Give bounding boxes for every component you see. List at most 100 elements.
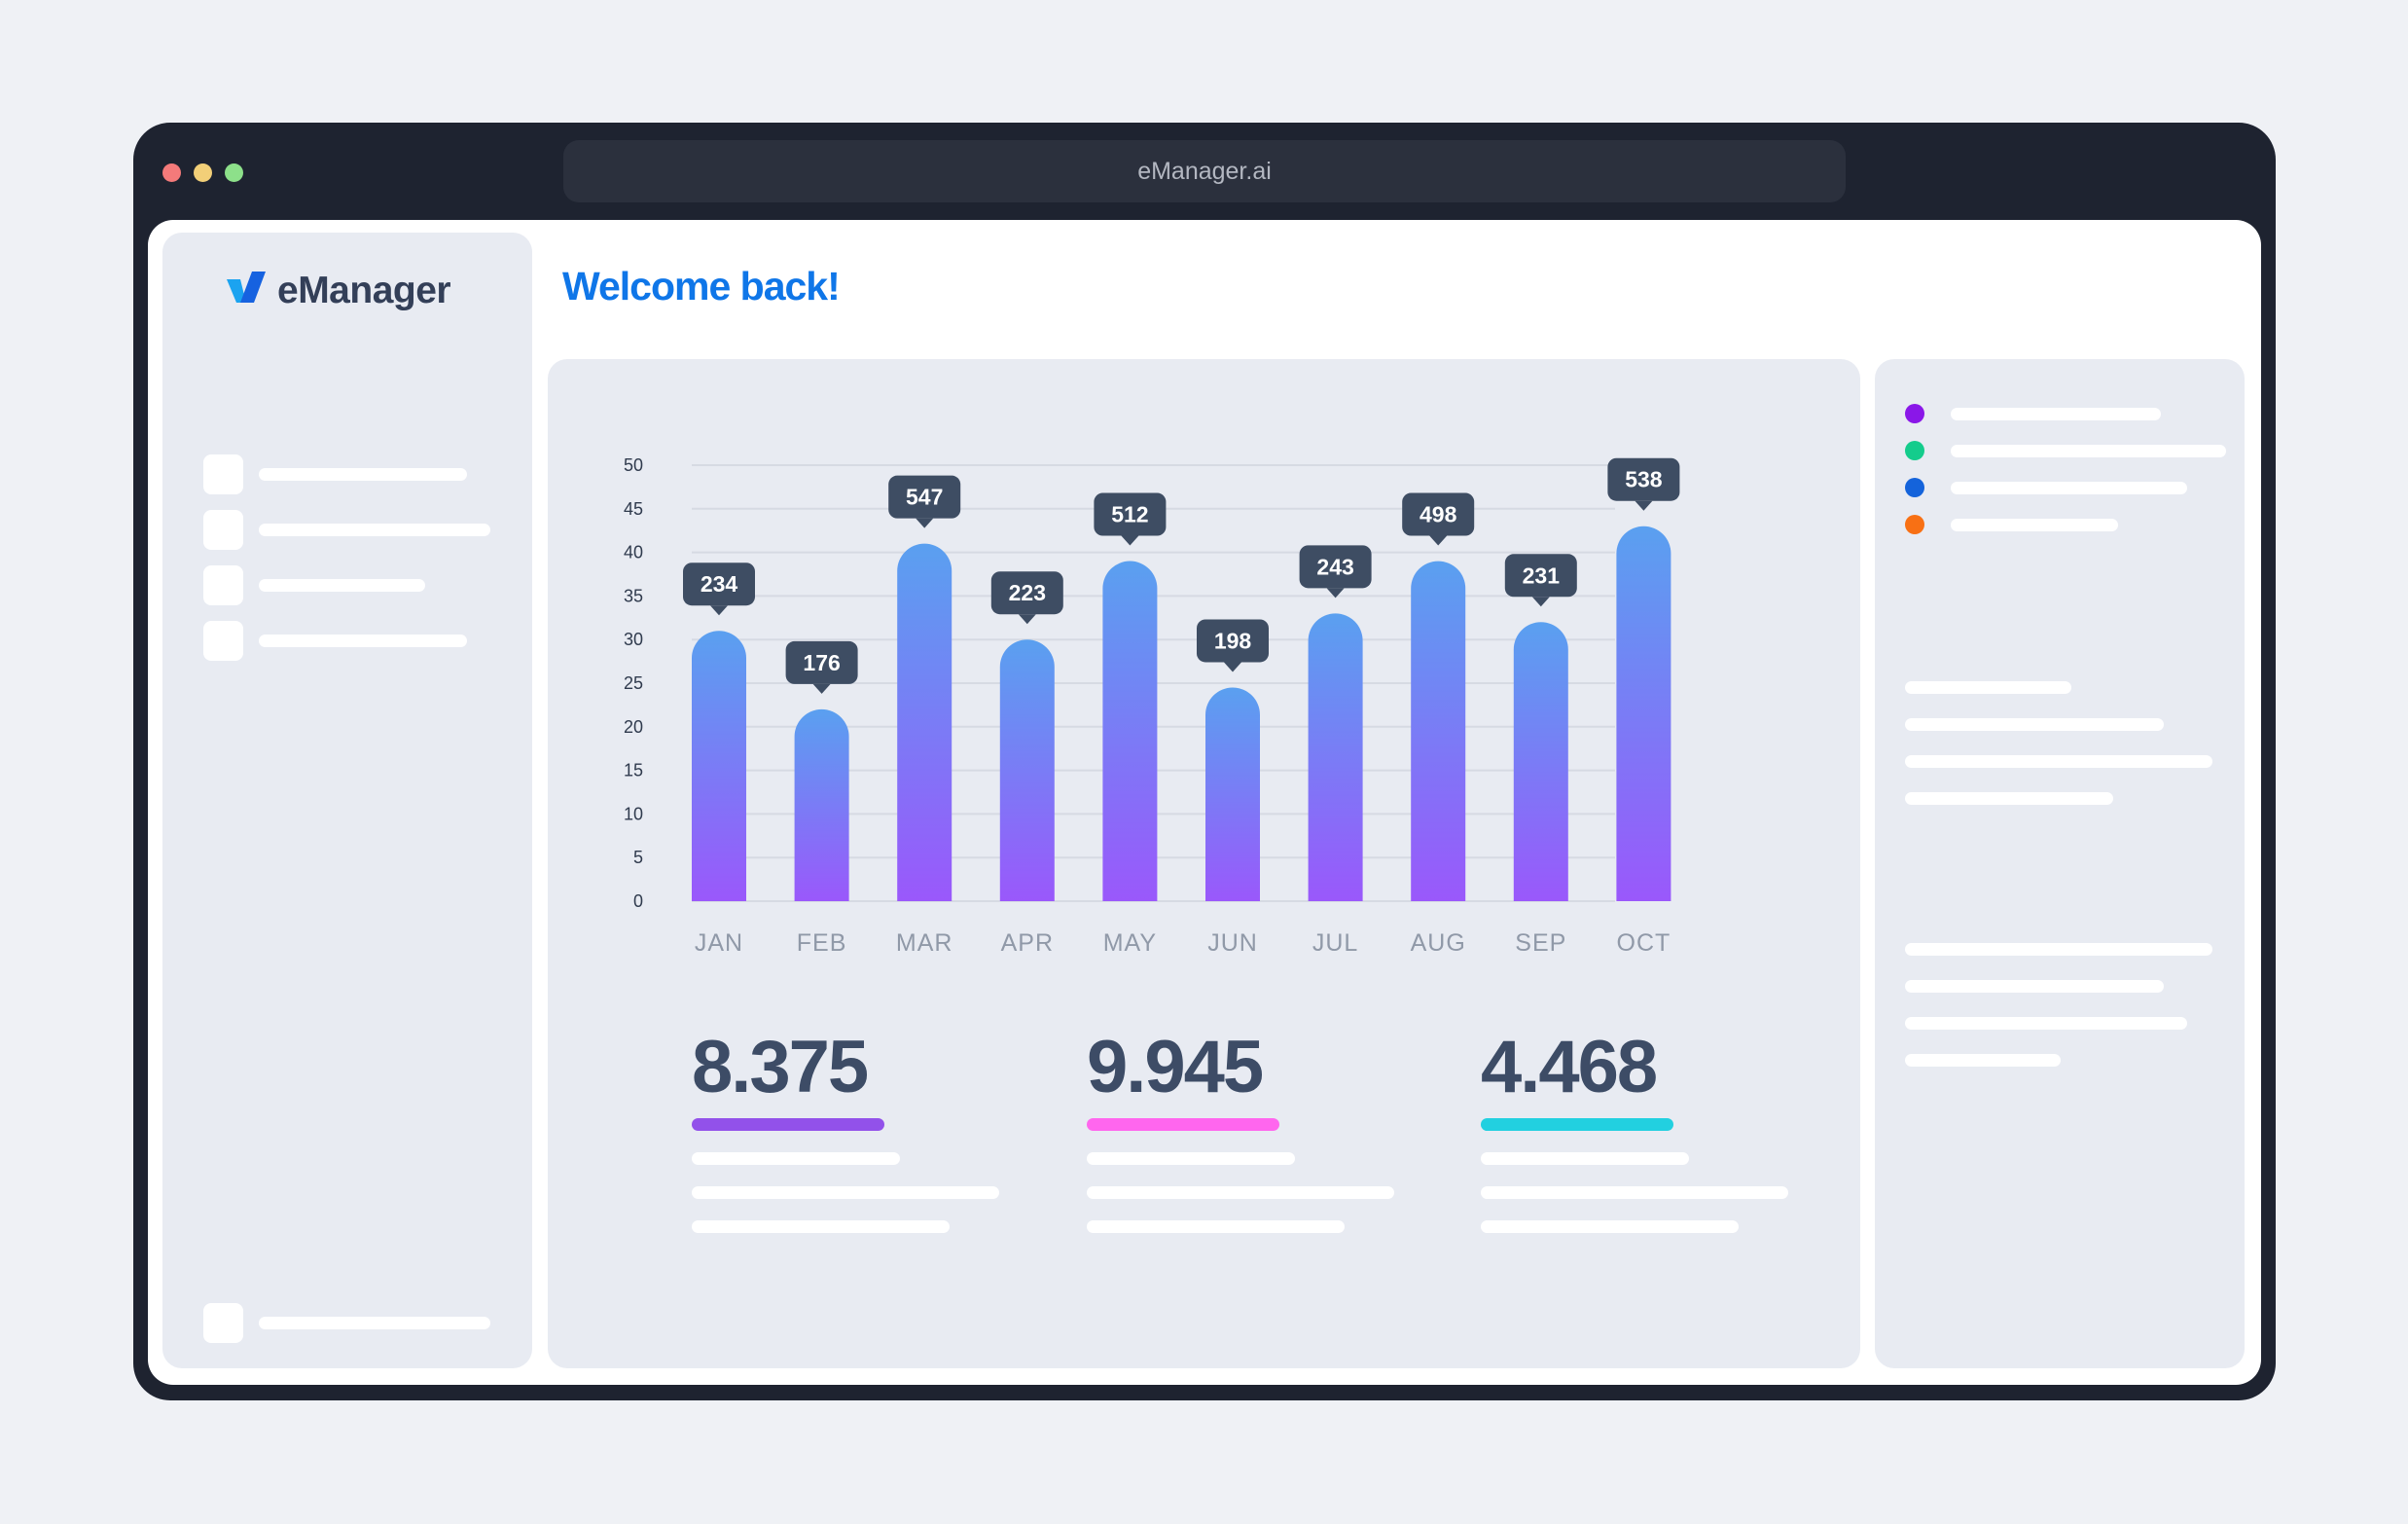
bar xyxy=(1102,561,1158,901)
legend-label-placeholder xyxy=(1951,444,2226,457)
text-placeholder xyxy=(1905,681,2071,694)
data-label: 223 xyxy=(990,571,1063,625)
right-panel xyxy=(1875,359,2245,1368)
sidebar-item-bottom[interactable] xyxy=(203,1302,490,1343)
data-label-pointer xyxy=(1635,500,1653,511)
page-title: Welcome back! xyxy=(562,264,841,308)
data-label-bubble xyxy=(1197,619,1269,663)
data-label: 547 xyxy=(888,475,961,528)
bar xyxy=(1205,687,1260,901)
stat-value: 4.468 xyxy=(1481,1026,1658,1108)
stat-card-3: 4.468 xyxy=(1481,1031,1802,1233)
x-tick-label: SEP xyxy=(1515,929,1566,957)
data-label: 498 xyxy=(1402,492,1475,546)
data-label: 176 xyxy=(785,640,858,694)
sidebar-item-icon xyxy=(203,564,243,605)
data-label-text: 243 xyxy=(1316,554,1353,579)
stat-accent-bar xyxy=(1481,1118,1673,1131)
app-content: eManager Welcome back! xyxy=(148,220,2261,1385)
x-tick-label: FEB xyxy=(797,929,847,957)
stat-accent-bar xyxy=(692,1118,884,1131)
legend-dot xyxy=(1905,441,1924,460)
legend-item xyxy=(1905,441,2226,460)
stat-value: 9.945 xyxy=(1087,1026,1264,1108)
stat-card-1: 8.375 xyxy=(692,1031,1013,1233)
x-tick-label: MAR xyxy=(896,929,953,957)
data-label-pointer xyxy=(1429,535,1448,546)
data-label-text: 223 xyxy=(1009,580,1046,605)
data-label-pointer xyxy=(1326,588,1345,599)
data-label: 234 xyxy=(683,562,755,616)
data-label: 538 xyxy=(1607,457,1680,511)
bar xyxy=(897,543,952,901)
data-label-bubble xyxy=(683,562,755,606)
legend-item xyxy=(1905,515,2118,534)
x-tick-label: JUL xyxy=(1312,929,1358,957)
minimize-window-button[interactable] xyxy=(194,163,212,182)
bar xyxy=(692,631,746,901)
y-tick-label: 0 xyxy=(633,891,643,911)
text-placeholder xyxy=(1905,792,2113,805)
data-label-bubble xyxy=(888,475,961,519)
browser-window: eManager.ai eManager xyxy=(133,123,2276,1400)
y-tick-label: 35 xyxy=(624,586,643,605)
y-tick-label: 20 xyxy=(624,717,643,737)
bar xyxy=(1616,526,1671,901)
stat-accent-bar xyxy=(1087,1118,1279,1131)
sidebar-item-4[interactable] xyxy=(203,620,467,661)
text-placeholder xyxy=(1905,1017,2187,1030)
data-label-text: 512 xyxy=(1111,502,1148,527)
stat-text-placeholder xyxy=(1087,1186,1394,1199)
data-label-text: 234 xyxy=(701,571,738,597)
sidebar-item-2[interactable] xyxy=(203,509,490,550)
data-label: 231 xyxy=(1504,554,1577,607)
stat-card-2: 9.945 xyxy=(1087,1031,1408,1233)
sidebar-item-icon xyxy=(203,509,243,550)
stat-text-placeholder xyxy=(1087,1152,1295,1165)
data-label-text: 498 xyxy=(1420,502,1457,527)
x-tick-label: AUG xyxy=(1411,929,1466,957)
sidebar-item-icon xyxy=(203,454,243,494)
y-tick-label: 45 xyxy=(624,499,643,519)
data-label-bubble xyxy=(1607,457,1680,501)
stat-text-placeholder xyxy=(1087,1220,1345,1233)
y-tick-label: 30 xyxy=(624,630,643,649)
x-tick-label: JAN xyxy=(695,929,743,957)
y-tick-label: 50 xyxy=(624,455,643,475)
legend-dot xyxy=(1905,404,1924,423)
legend-dot xyxy=(1905,515,1924,534)
sidebar-item-icon xyxy=(203,620,243,661)
legend-dot xyxy=(1905,478,1924,497)
stat-text-placeholder xyxy=(692,1152,900,1165)
data-label: 198 xyxy=(1197,619,1269,672)
text-placeholder xyxy=(1905,943,2212,956)
stat-value: 8.375 xyxy=(692,1026,869,1108)
dashboard-main-panel: 0 5 10 15 20 25 30 35 40 45 50 JAN 234 FEB 176 MAR 547 A… xyxy=(548,359,1860,1368)
address-bar[interactable]: eManager.ai xyxy=(563,140,1846,202)
data-label-text: 231 xyxy=(1523,562,1561,588)
data-label: 243 xyxy=(1299,545,1372,599)
data-label-bubble xyxy=(990,571,1063,615)
app-logo[interactable]: eManager xyxy=(227,270,451,312)
sidebar-item-3[interactable] xyxy=(203,564,425,605)
sidebar-item-label-placeholder xyxy=(259,523,490,536)
sidebar-item-label-placeholder xyxy=(259,578,425,592)
legend-item xyxy=(1905,404,2161,423)
sidebar-item-icon xyxy=(203,1302,243,1343)
x-tick-label: APR xyxy=(1001,929,1054,957)
logo-check-icon xyxy=(227,272,266,303)
y-tick-label: 40 xyxy=(624,543,643,562)
maximize-window-button[interactable] xyxy=(225,163,243,182)
bar xyxy=(999,639,1055,901)
data-label-text: 538 xyxy=(1625,467,1663,492)
close-window-button[interactable] xyxy=(162,163,181,182)
sidebar-item-1[interactable] xyxy=(203,454,467,494)
sidebar-item-label-placeholder xyxy=(259,1316,490,1329)
stat-text-placeholder xyxy=(1481,1186,1788,1199)
text-placeholder xyxy=(1905,718,2164,731)
y-tick-label: 25 xyxy=(624,673,643,693)
text-placeholder xyxy=(1905,980,2164,993)
data-label-pointer xyxy=(812,683,831,694)
stat-text-placeholder xyxy=(1481,1220,1739,1233)
stat-text-placeholder xyxy=(692,1220,950,1233)
